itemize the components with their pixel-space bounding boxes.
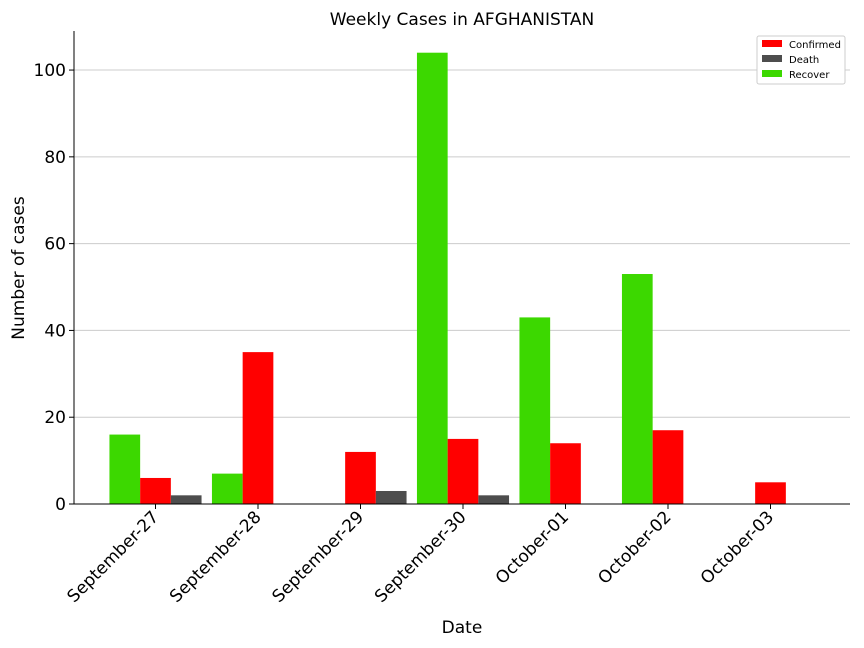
y-tick-label: 100 — [34, 61, 66, 81]
bar-death — [170, 495, 202, 504]
chart-title: Weekly Cases in AFGHANISTAN — [330, 10, 594, 30]
x-axis-ticks: September-27 September-28 September-29 Sept… — [64, 504, 778, 607]
legend: Confirmed Death Recover — [756, 35, 846, 85]
bar-recover — [621, 274, 653, 504]
bar-confirmed — [550, 443, 581, 504]
legend-swatch — [762, 40, 782, 47]
x-tick-label: September-29 — [269, 507, 368, 606]
x-tick-label: September-27 — [64, 507, 163, 606]
bar-death — [478, 495, 510, 504]
bar-confirmed — [447, 438, 479, 504]
bar-confirmed — [140, 477, 171, 504]
grid-lines — [74, 69, 850, 418]
bar-recover — [416, 52, 448, 505]
bar-recover — [109, 434, 141, 504]
x-tick-label: September-28 — [166, 507, 265, 606]
bar-recover — [211, 473, 243, 504]
y-tick-label: 40 — [44, 321, 66, 341]
x-tick-label: September-30 — [371, 507, 470, 606]
x-tick-label: October-03 — [697, 507, 778, 588]
bar-confirmed — [345, 451, 376, 504]
legend-label: Recover — [789, 70, 830, 81]
y-tick-label: 60 — [44, 235, 66, 255]
y-axis-label: Number of cases — [9, 196, 29, 340]
legend-label: Death — [789, 55, 819, 66]
y-tick-label: 20 — [44, 408, 66, 428]
y-tick-label: 0 — [55, 495, 66, 515]
bar-confirmed — [652, 430, 684, 504]
bar-confirmed — [242, 352, 274, 504]
legend-swatch — [762, 55, 782, 62]
bar-confirmed — [755, 482, 786, 504]
x-axis-label: Date — [442, 618, 483, 638]
bar-death — [375, 490, 407, 504]
x-tick-label: October-02 — [594, 507, 675, 588]
legend-swatch — [762, 70, 782, 77]
legend-label: Confirmed — [789, 40, 841, 51]
x-tick-label: October-01 — [492, 507, 573, 588]
bar-recover — [519, 317, 551, 504]
bars — [109, 52, 786, 505]
y-axis-ticks: 0 20 40 60 80 100 — [34, 61, 74, 515]
y-tick-label: 80 — [44, 148, 66, 168]
